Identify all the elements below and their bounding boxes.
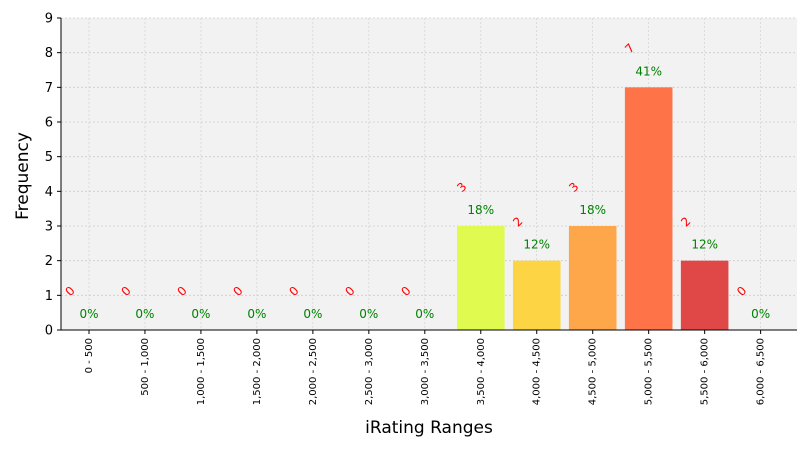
y-tick-label: 0: [45, 324, 53, 339]
x-tick-label: 2,000 - 2,500: [308, 338, 319, 405]
percent-label: 0%: [415, 307, 434, 321]
y-tick-label: 7: [45, 81, 53, 96]
x-tick-label: 0 - 500: [84, 338, 95, 373]
percent-label: 12%: [691, 238, 718, 252]
percent-label: 0%: [751, 307, 770, 321]
x-tick-label: 5,000 - 5,500: [644, 338, 655, 405]
percent-label: 18%: [467, 203, 494, 217]
x-tick-label: 1,500 - 2,000: [252, 338, 263, 405]
percent-label: 0%: [247, 307, 266, 321]
x-tick-label: 4,000 - 4,500: [532, 338, 543, 405]
y-tick-label: 5: [45, 150, 53, 165]
y-tick-label: 8: [45, 46, 53, 61]
percent-label: 12%: [523, 238, 550, 252]
percent-label: 0%: [303, 307, 322, 321]
percent-label: 0%: [359, 307, 378, 321]
grid-lines: [61, 17, 797, 330]
bar: [568, 226, 617, 330]
plot-background: [61, 18, 797, 330]
y-tick-label: 3: [45, 220, 53, 235]
bar: [624, 87, 673, 330]
percent-label: 41%: [635, 64, 662, 78]
x-tick-label: 3,500 - 4,000: [476, 338, 487, 405]
percent-label: 0%: [191, 307, 210, 321]
x-tick-label: 500 - 1,000: [140, 338, 151, 396]
bars: [456, 87, 729, 330]
x-tick-label: 1,000 - 1,500: [196, 338, 207, 405]
bar-labels: 0%00%00%00%00%00%00%018%312%218%341%712%…: [63, 41, 771, 321]
percent-label: 0%: [79, 307, 98, 321]
y-tick-label: 4: [45, 185, 53, 200]
x-ticks: 0 - 500 500 - 1,000 1,000 - 1,500 1,500 - 2…: [84, 330, 767, 405]
x-tick-label: 6,000 - 6,500: [756, 338, 767, 405]
bar: [456, 226, 505, 330]
y-tick-label: 9: [45, 12, 53, 27]
y-ticks: 0 1 2 3 4 5 6 7 8 9: [45, 12, 61, 339]
bar: [680, 260, 729, 330]
x-tick-label: 2,500 - 3,000: [364, 338, 375, 405]
y-axis-label: Frequency: [13, 132, 33, 220]
x-tick-label: 3,000 - 3,500: [420, 338, 431, 405]
percent-label: 18%: [579, 203, 606, 217]
y-tick-label: 6: [45, 116, 53, 131]
x-tick-label: 5,500 - 6,000: [700, 338, 711, 405]
x-axis-label: iRating Ranges: [365, 418, 493, 438]
percent-label: 0%: [135, 307, 154, 321]
bar: [512, 260, 561, 330]
y-tick-label: 1: [45, 289, 53, 304]
y-tick-label: 2: [45, 254, 53, 269]
x-tick-label: 4,500 - 5,000: [588, 338, 599, 405]
